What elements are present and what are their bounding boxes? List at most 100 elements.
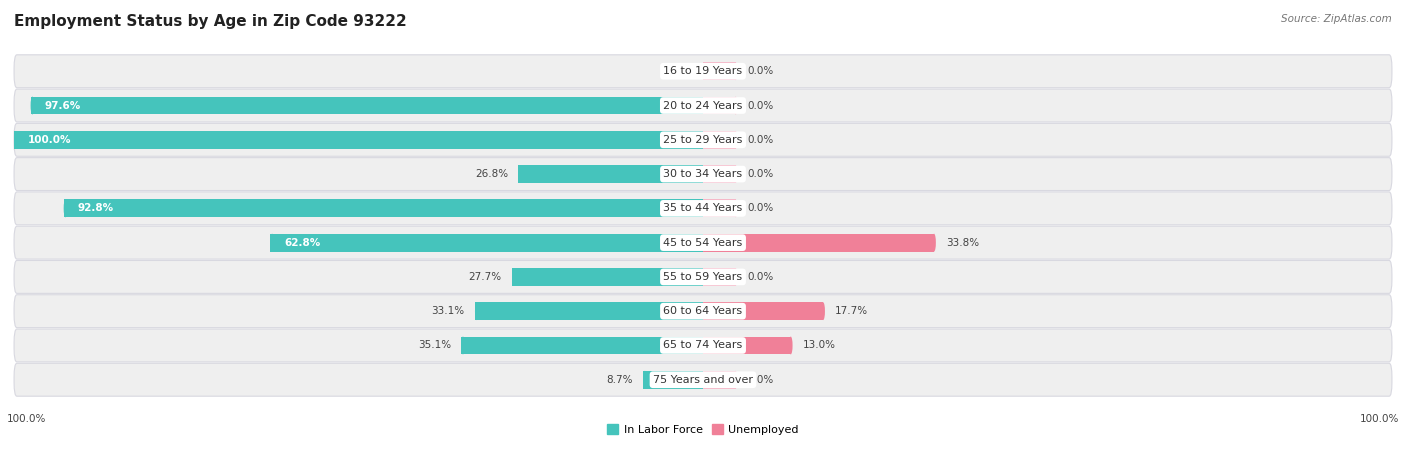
Text: 65 to 74 Years: 65 to 74 Years — [664, 341, 742, 350]
Text: 92.8%: 92.8% — [77, 203, 114, 213]
Circle shape — [789, 336, 793, 354]
Bar — [703, 268, 735, 286]
Circle shape — [519, 165, 522, 183]
Bar — [703, 336, 704, 354]
Text: 20 to 24 Years: 20 to 24 Years — [664, 101, 742, 110]
Bar — [703, 131, 704, 149]
Bar — [32, 97, 703, 115]
Legend: In Labor Force, Unemployed: In Labor Force, Unemployed — [603, 420, 803, 439]
Bar — [515, 268, 703, 286]
Circle shape — [932, 234, 936, 252]
Text: 75 Years and over: 75 Years and over — [652, 375, 754, 385]
Text: 62.8%: 62.8% — [284, 238, 321, 248]
Bar — [63, 199, 702, 217]
Bar — [645, 371, 703, 389]
Bar — [512, 268, 702, 286]
Bar — [703, 371, 735, 389]
Text: 33.8%: 33.8% — [946, 238, 980, 248]
Circle shape — [734, 268, 738, 286]
FancyBboxPatch shape — [14, 226, 1392, 259]
Text: 27.7%: 27.7% — [468, 272, 502, 282]
Bar — [463, 336, 703, 354]
Circle shape — [63, 199, 67, 217]
Text: 30 to 34 Years: 30 to 34 Years — [664, 169, 742, 179]
Bar — [703, 234, 704, 252]
Text: 100.0%: 100.0% — [28, 135, 72, 145]
Circle shape — [734, 199, 738, 217]
Bar — [703, 302, 823, 320]
Text: 0.0%: 0.0% — [748, 375, 775, 385]
Circle shape — [270, 234, 274, 252]
FancyBboxPatch shape — [14, 329, 1392, 362]
Bar — [703, 234, 934, 252]
Bar — [520, 165, 703, 183]
Text: 35 to 44 Years: 35 to 44 Years — [664, 203, 742, 213]
Text: 60 to 64 Years: 60 to 64 Years — [664, 306, 742, 316]
Circle shape — [734, 131, 738, 149]
Text: 26.8%: 26.8% — [475, 169, 508, 179]
Text: 55 to 59 Years: 55 to 59 Years — [664, 272, 742, 282]
Bar — [66, 199, 703, 217]
Bar — [15, 131, 703, 149]
Circle shape — [734, 62, 738, 80]
Text: 0.0%: 0.0% — [748, 135, 775, 145]
Bar — [273, 234, 703, 252]
Text: 35.1%: 35.1% — [418, 341, 451, 350]
Text: 97.6%: 97.6% — [45, 101, 80, 110]
Bar — [270, 234, 702, 252]
Text: 45 to 54 Years: 45 to 54 Years — [664, 238, 742, 248]
Bar — [703, 199, 704, 217]
Bar — [703, 165, 735, 183]
Bar — [703, 62, 735, 80]
Circle shape — [734, 165, 738, 183]
Bar — [703, 97, 735, 115]
Bar — [31, 97, 702, 115]
Text: 25 to 29 Years: 25 to 29 Years — [664, 135, 742, 145]
Text: 0.0%: 0.0% — [748, 169, 775, 179]
Text: Source: ZipAtlas.com: Source: ZipAtlas.com — [1281, 14, 1392, 23]
Text: 8.7%: 8.7% — [606, 375, 633, 385]
Text: 0.0%: 0.0% — [748, 272, 775, 282]
Circle shape — [512, 268, 516, 286]
Text: 0.0%: 0.0% — [748, 101, 775, 110]
Bar — [461, 336, 702, 354]
Circle shape — [31, 97, 34, 115]
Circle shape — [734, 371, 738, 389]
Bar — [14, 131, 702, 149]
Text: 0.0%: 0.0% — [748, 203, 775, 213]
Circle shape — [643, 371, 647, 389]
Text: 16 to 19 Years: 16 to 19 Years — [664, 66, 742, 76]
Text: 33.1%: 33.1% — [432, 306, 464, 316]
Bar — [703, 371, 704, 389]
Bar — [519, 165, 702, 183]
Bar — [703, 199, 735, 217]
Text: 100.0%: 100.0% — [7, 414, 46, 424]
Bar — [703, 165, 704, 183]
FancyBboxPatch shape — [14, 295, 1392, 327]
FancyBboxPatch shape — [14, 55, 1392, 87]
Bar — [643, 371, 702, 389]
Bar — [703, 97, 704, 115]
FancyBboxPatch shape — [14, 124, 1392, 156]
Circle shape — [461, 336, 465, 354]
Text: 100.0%: 100.0% — [1360, 414, 1399, 424]
Text: 13.0%: 13.0% — [803, 341, 837, 350]
Text: 0.0%: 0.0% — [748, 66, 775, 76]
Bar — [703, 62, 704, 80]
Bar — [703, 268, 704, 286]
FancyBboxPatch shape — [14, 364, 1392, 396]
Text: 17.7%: 17.7% — [835, 306, 869, 316]
Bar — [703, 131, 735, 149]
Circle shape — [734, 97, 738, 115]
Text: 0.0%: 0.0% — [666, 66, 693, 76]
FancyBboxPatch shape — [14, 261, 1392, 293]
Bar — [477, 302, 703, 320]
Text: Employment Status by Age in Zip Code 93222: Employment Status by Age in Zip Code 932… — [14, 14, 406, 28]
FancyBboxPatch shape — [14, 89, 1392, 122]
Bar — [703, 302, 704, 320]
Circle shape — [475, 302, 478, 320]
FancyBboxPatch shape — [14, 158, 1392, 190]
Bar — [475, 302, 702, 320]
Circle shape — [821, 302, 825, 320]
Circle shape — [14, 131, 18, 149]
